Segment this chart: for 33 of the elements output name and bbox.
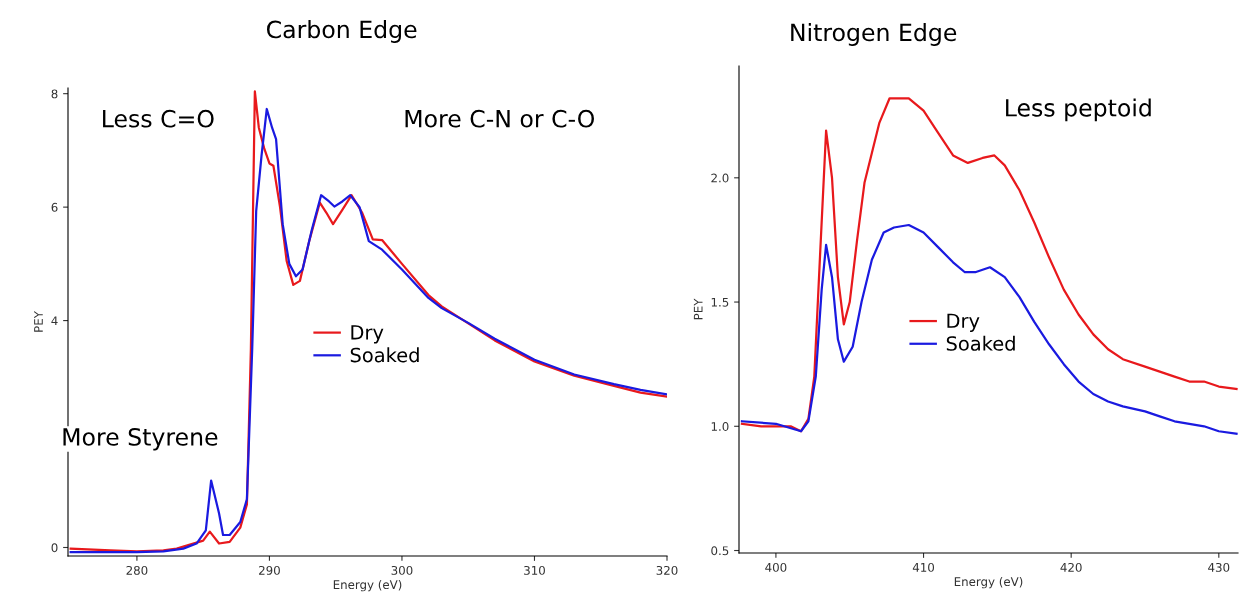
line-series (740, 223, 1238, 435)
x-tick-label: 400 (765, 562, 787, 572)
chart-title: Carbon Edge (266, 20, 417, 43)
y-tick-label: 0.5 (711, 546, 729, 556)
annotation: Less C=O (103, 109, 214, 128)
y-tick-label: 0 (51, 543, 58, 553)
y-axis-title: PEY (693, 298, 703, 320)
x-axis-title: Energy (eV) (954, 576, 1023, 589)
y-tick-label: 6 (51, 202, 58, 212)
x-tick-label: 280 (126, 565, 148, 575)
chart-title: Nitrogen Edge (791, 23, 957, 46)
x-axis-title: Energy (eV) (333, 579, 402, 592)
legend-label: Soaked (946, 335, 1015, 351)
x-tick-label: 290 (259, 565, 280, 575)
legend-label: Soaked (350, 347, 419, 363)
legend-label: Dry (351, 325, 384, 344)
line-series (740, 97, 1238, 433)
x-tick-label: 410 (912, 562, 935, 572)
x-tick-label: 430 (1208, 562, 1230, 572)
y-tick-label: 1.0 (711, 422, 729, 431)
legend-label: Dry (947, 313, 980, 332)
y-tick-label: 4 (51, 316, 58, 326)
y-axis-title: PEY (34, 311, 43, 332)
y-tick-label: 2.0 (711, 173, 729, 183)
y-tick-label: 1.5 (711, 297, 729, 307)
x-tick-label: 300 (391, 565, 413, 575)
annotation: Less peptoid (1006, 98, 1151, 122)
x-tick-label: 320 (656, 565, 678, 575)
x-tick-label: 310 (524, 565, 545, 575)
annotation: More C-N or C-O (405, 109, 594, 128)
y-tick-label: 8 (51, 89, 58, 99)
annotation: More Styrene (63, 427, 218, 451)
x-tick-label: 420 (1060, 562, 1082, 572)
